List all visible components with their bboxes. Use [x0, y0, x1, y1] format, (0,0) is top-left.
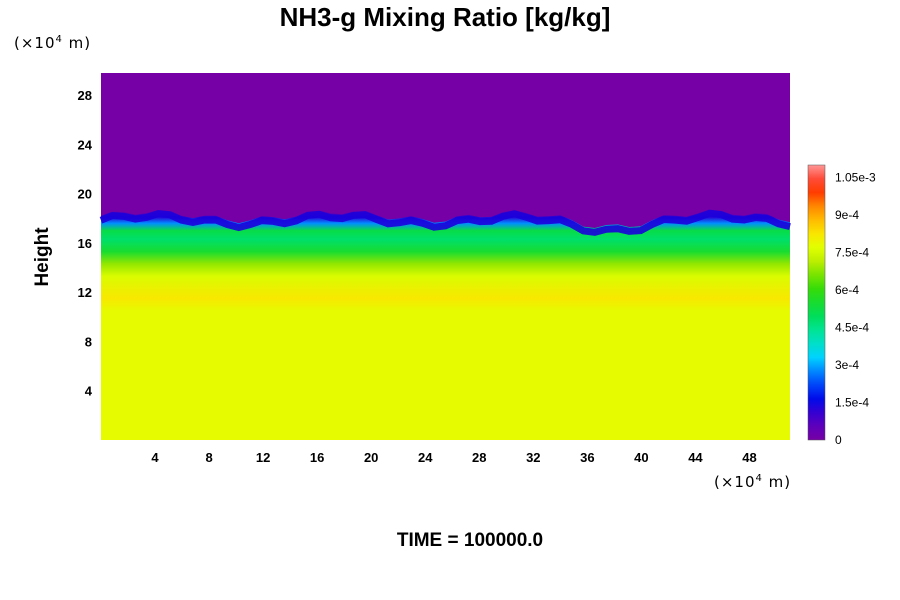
colorbar-label: 1.05e-3: [835, 171, 876, 185]
x-tick-label: 32: [526, 450, 540, 465]
y-tick-label: 16: [78, 236, 92, 251]
x-tick-label: 4: [151, 450, 159, 465]
upper-dry-region: [101, 73, 790, 228]
x-tick-label: 36: [580, 450, 594, 465]
x-tick-label: 8: [205, 450, 212, 465]
y-tick-label: 20: [78, 187, 92, 202]
colorbar: [807, 164, 826, 441]
x-tick-label: 48: [742, 450, 756, 465]
y-tick-label: 28: [78, 88, 92, 103]
colorbar-label: 0: [835, 433, 842, 447]
colorbar-label: 9e-4: [835, 208, 859, 222]
colorbar-label: 3e-4: [835, 358, 859, 372]
boundary-edge: [99, 209, 791, 236]
x-tick-label: 16: [310, 450, 324, 465]
time-label: TIME = 100000.0: [396, 530, 544, 551]
x-tick-label: 20: [364, 450, 378, 465]
y-axis-unit: (×104 m): [14, 34, 92, 52]
x-tick-label: 44: [688, 450, 703, 465]
x-tick-label: 40: [634, 450, 648, 465]
x-tick-label: 24: [418, 450, 433, 465]
colorbar-label: 7.5e-4: [835, 246, 869, 260]
y-tick-label: 4: [85, 384, 93, 399]
y-tick-label: 8: [85, 334, 92, 349]
x-axis-unit: (×104 m): [714, 473, 792, 491]
colorbar-label: 4.5e-4: [835, 321, 869, 335]
chart-title: NH3-g Mixing Ratio [kg/kg]: [279, 2, 611, 32]
x-tick-label: 12: [256, 450, 270, 465]
colorbar-label: 1.5e-4: [835, 396, 869, 410]
colorbar-label: 6e-4: [835, 283, 859, 297]
x-tick-label: 28: [472, 450, 486, 465]
y-tick-label: 12: [78, 285, 92, 300]
y-tick-label: 24: [78, 137, 93, 152]
